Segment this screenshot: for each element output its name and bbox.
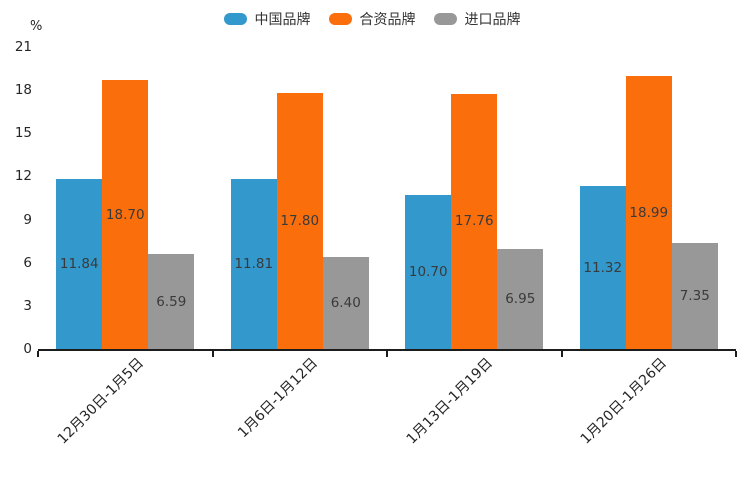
legend-label: 合资品牌 [359,12,416,28]
bar-group-3: 11.32 18.99 7.35 [562,47,737,349]
bar-group-1: 11.81 17.80 6.40 [213,47,388,349]
y-tick-label-9: 9 [23,211,32,228]
bar-合资品牌-2: 17.76 [451,93,498,349]
bar-value-label: 11.81 [234,256,274,273]
bar-进口品牌-2: 6.95 [497,249,544,349]
bar-value-label: 10.70 [408,264,448,281]
y-tick-label-6: 6 [23,254,32,271]
x-category-label-0: 12月30日-1月5日 [54,355,147,448]
bar-中国品牌-0: 11.84 [56,178,103,349]
legend-item-0: 中国品牌 [223,9,311,29]
bar-value-label: 6.95 [505,291,536,307]
legend-item-1: 合资品牌 [328,9,416,29]
x-axis-tick [735,351,737,357]
bar-value-label: 11.84 [59,255,99,272]
bar-value-label: 6.59 [156,293,187,310]
bar-中国品牌-1: 11.81 [230,179,277,349]
x-axis-tick [211,351,214,357]
bar-进口品牌-3: 7.35 [671,243,718,349]
chart-legend: 中国品牌 合资品牌 进口品牌 [0,9,744,29]
legend-item-2: 进口品牌 [433,9,521,29]
x-axis-tick [37,351,39,357]
bar-中国品牌-3: 11.32 [579,186,626,349]
bar-中国品牌-2: 10.70 [405,195,452,349]
y-tick-label-12: 12 [14,168,32,185]
bar-value-label: 6.40 [330,295,361,311]
bar-进口品牌-0: 6.59 [148,254,195,349]
legend-swatch-icon [433,13,457,25]
legend-label: 中国品牌 [254,12,311,28]
x-category-label-2: 1月13日-1月19日 [403,355,496,448]
bar-合资品牌-0: 18.70 [102,80,149,349]
bar-value-label: 7.35 [679,288,710,305]
x-axis-tick [560,351,563,357]
bar-group-0: 11.84 18.70 6.59 [38,47,213,349]
x-category-label-3: 1月20日-1月26日 [577,355,671,448]
legend-label: 进口品牌 [464,12,521,28]
plot-area: 11.84 18.70 6.59 11.81 17.80 6.40 10.70 17.76 6.… [37,47,737,357]
y-tick-label-0: 0 [23,341,32,357]
bar-value-label: 11.32 [583,259,623,276]
x-category-label-1: 1月6日-1月12日 [235,355,322,442]
legend-swatch-icon [223,13,247,25]
legend-swatch-icon [328,13,352,25]
bar-value-label: 18.70 [105,206,145,223]
y-tick-label-18: 18 [14,82,32,99]
y-tick-label-21: 21 [14,39,32,55]
bar-value-label: 17.80 [280,213,320,229]
y-tick-label-15: 15 [14,125,32,142]
bar-合资品牌-3: 18.99 [625,75,672,349]
y-axis-unit-label: % [30,19,43,34]
bar-合资品牌-1: 17.80 [276,93,323,349]
bar-进口品牌-1: 6.40 [322,257,369,349]
bar-group-2: 10.70 17.76 6.95 [387,47,562,349]
x-axis-tick [386,351,388,357]
y-tick-label-3: 3 [23,297,32,314]
bar-value-label: 18.99 [629,204,669,221]
bar-value-label: 17.76 [454,213,494,230]
